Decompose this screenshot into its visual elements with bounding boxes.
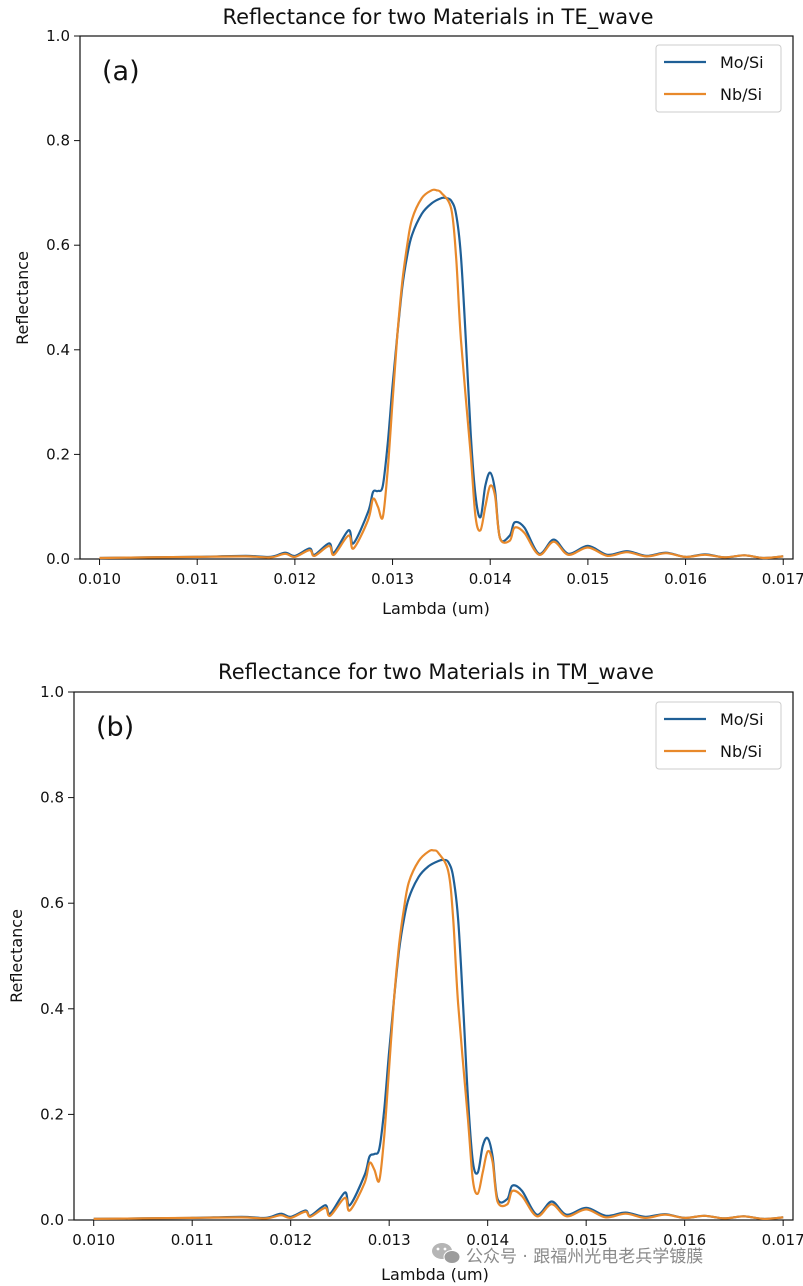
x-tick-label: 0.014 [466, 1231, 509, 1249]
x-tick-label: 0.017 [762, 1231, 803, 1249]
y-tick-label: 0.0 [46, 550, 70, 568]
legend-label-nb-si: Nb/Si [720, 742, 762, 761]
x-tick-label: 0.011 [171, 1231, 214, 1249]
series-line-mo-si [93, 858, 784, 1221]
chart-title: Reflectance for two Materials in TE_wave [222, 5, 653, 30]
watermark-text: 公众号 · 跟福州光电老兵学镀膜 [466, 1247, 703, 1267]
x-tick-label: 0.012 [269, 1231, 312, 1249]
legend: Mo/Si Nb/Si [655, 44, 782, 113]
x-tick-label: 0.013 [371, 570, 414, 588]
x-axis-label: Lambda (um) [381, 1265, 489, 1284]
y-axis-label: Reflectance [7, 909, 26, 1003]
x-tick-label: 0.016 [663, 1231, 706, 1249]
x-tick-label: 0.011 [176, 570, 219, 588]
x-tick-label: 0.010 [78, 570, 121, 588]
legend-label-mo-si: Mo/Si [720, 53, 764, 72]
x-tick-label: 0.017 [762, 570, 803, 588]
y-tick-label: 0.6 [46, 236, 70, 254]
x-tick-label: 0.012 [273, 570, 316, 588]
axis-ticks: 0.010 0.011 0.012 0.013 0.014 0.015 0.016 0.017… [40, 683, 803, 1249]
x-tick-label: 0.016 [664, 570, 707, 588]
y-tick-label: 0.8 [46, 132, 70, 150]
chart-panel-tm: Reflectance for two Materials in TM_wave… [7, 660, 803, 1284]
y-tick-label: 1.0 [40, 683, 64, 701]
wechat-icon [432, 1243, 461, 1264]
series-line-nb-si [93, 849, 784, 1221]
axis-ticks: 0.010 0.011 0.012 0.013 0.014 0.015 0.016 0.017… [46, 27, 803, 588]
x-tick-label: 0.013 [368, 1231, 411, 1249]
y-tick-label: 1.0 [46, 27, 70, 45]
legend-label-mo-si: Mo/Si [720, 710, 764, 729]
series-lines [93, 849, 784, 1221]
x-tick-label: 0.014 [469, 570, 512, 588]
y-tick-label: 0.4 [46, 341, 70, 359]
x-tick-label: 0.010 [72, 1231, 115, 1249]
y-tick-label: 0.4 [40, 1000, 64, 1018]
panel-label: (a) [102, 56, 140, 87]
plot-frame [79, 35, 794, 560]
y-tick-label: 0.6 [40, 894, 64, 912]
series-lines [99, 188, 784, 560]
watermark: 公众号 · 跟福州光电老兵学镀膜 [432, 1243, 703, 1267]
chart-panel-te: Reflectance for two Materials in TE_wave… [13, 5, 803, 618]
chart-title: Reflectance for two Materials in TM_wave [218, 660, 654, 685]
series-line-nb-si [99, 188, 784, 560]
y-tick-label: 0.0 [40, 1211, 64, 1229]
y-tick-label: 0.2 [40, 1105, 64, 1123]
panel-label: (b) [96, 712, 134, 743]
legend: Mo/Si Nb/Si [655, 701, 782, 770]
x-axis-label: Lambda (um) [382, 599, 490, 618]
x-tick-label: 0.015 [565, 1231, 608, 1249]
plot-frame [73, 691, 794, 1221]
legend-label-nb-si: Nb/Si [720, 85, 762, 104]
y-axis-label: Reflectance [13, 251, 32, 345]
y-tick-label: 0.8 [40, 789, 64, 807]
x-tick-label: 0.015 [566, 570, 609, 588]
series-line-mo-si [99, 196, 784, 560]
y-tick-label: 0.2 [46, 445, 70, 463]
